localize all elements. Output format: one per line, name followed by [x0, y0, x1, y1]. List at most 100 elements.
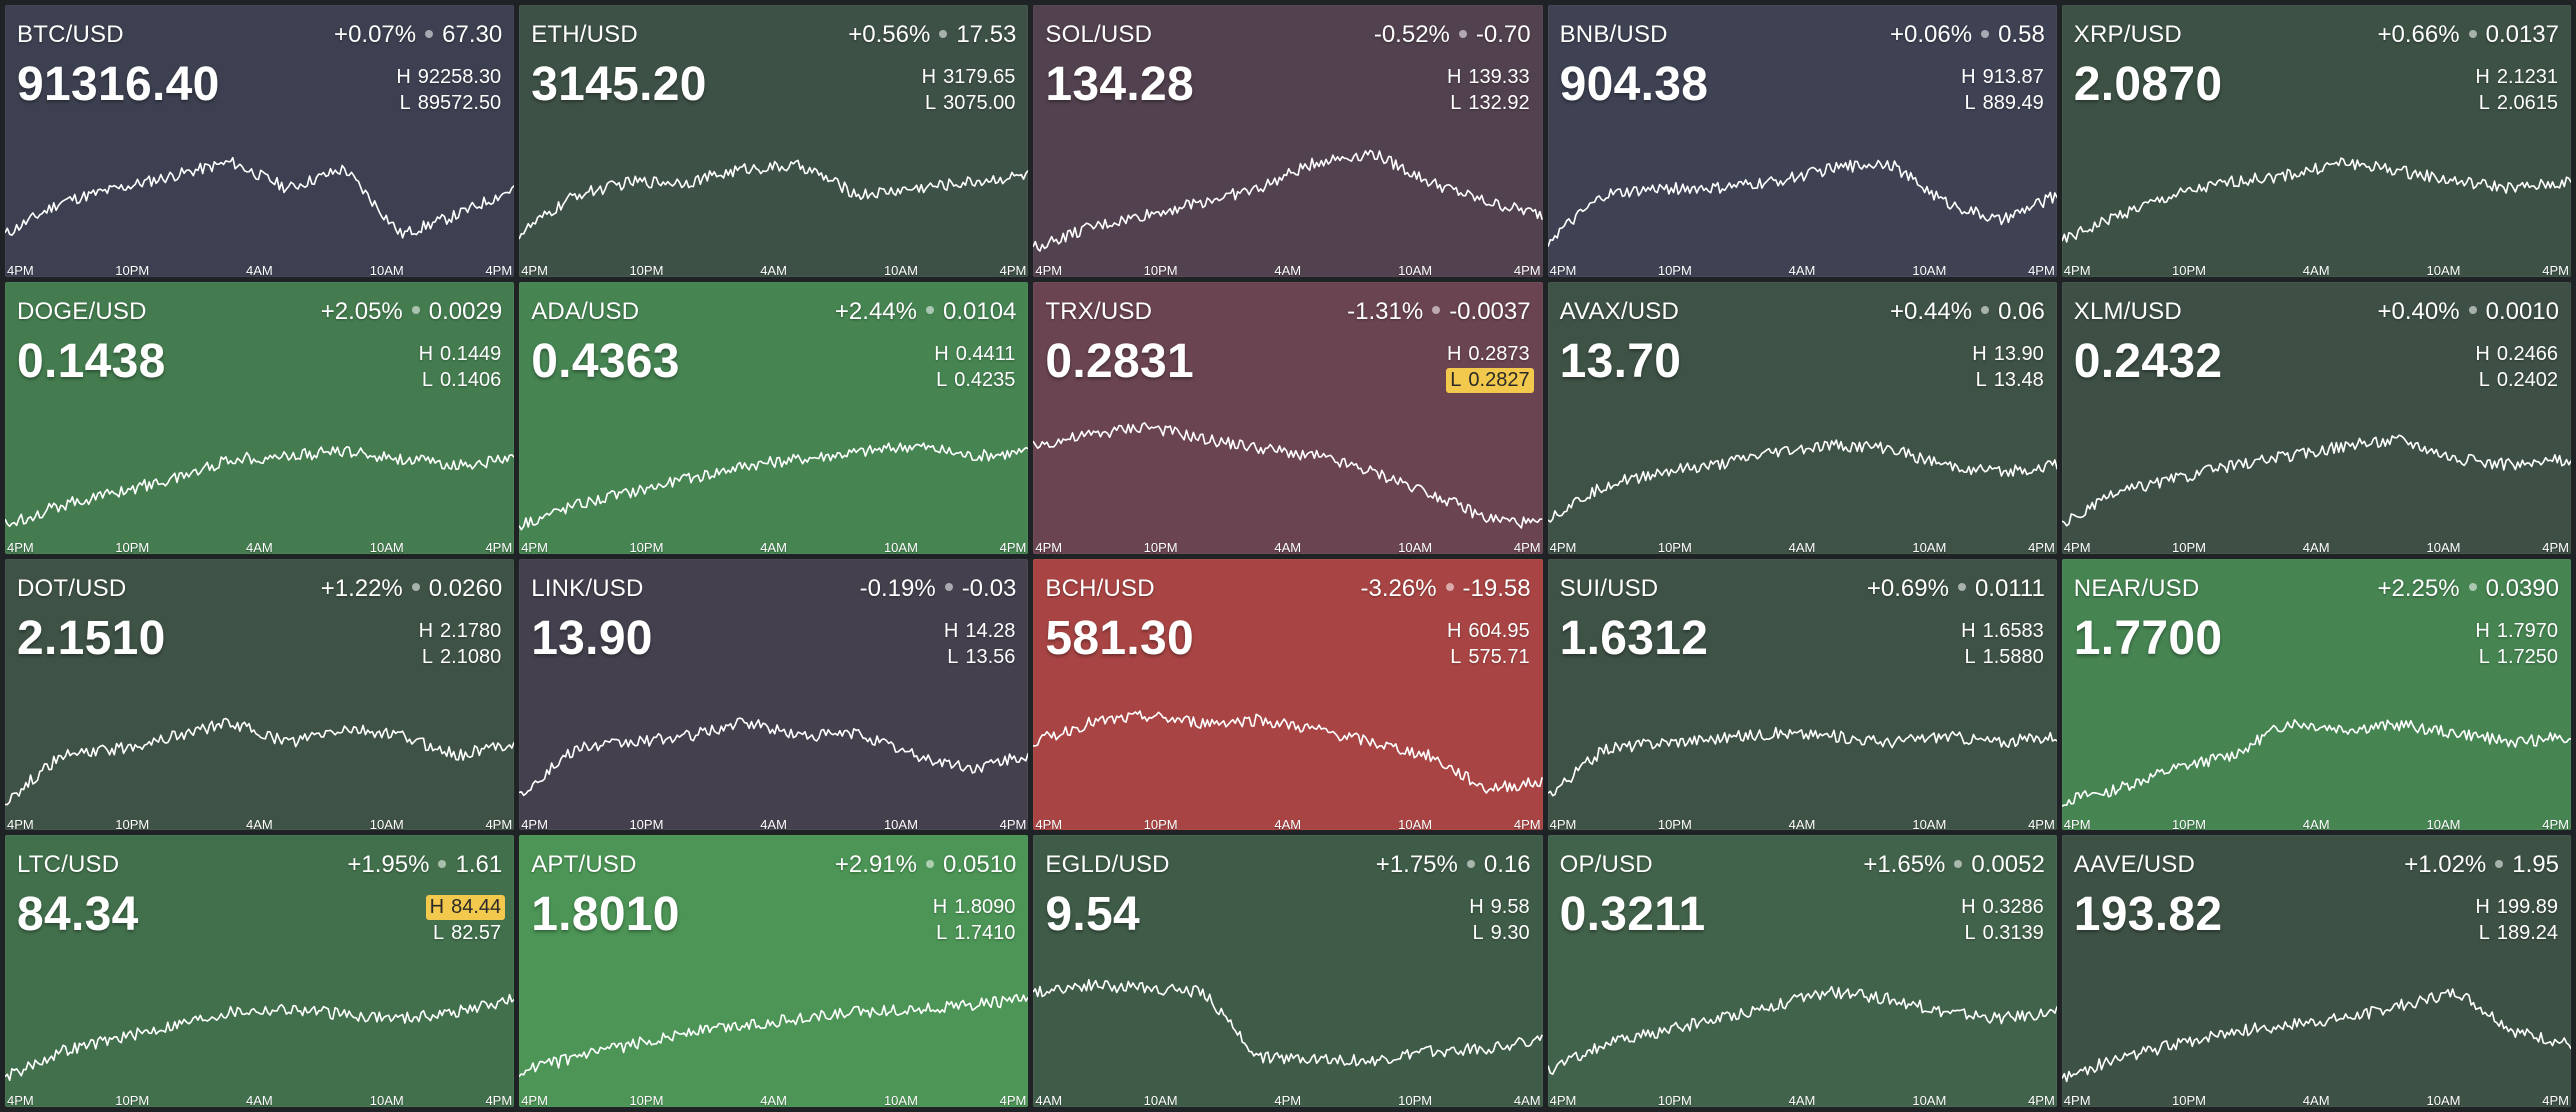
time-axis-tick: 10AM	[2426, 539, 2461, 554]
ticker-tile[interactable]: DOT/USD +1.22% 0.0260 2.1510 H 2.1780 L 2.1…	[5, 558, 515, 831]
low-price: L 0.2827	[1446, 367, 1534, 393]
time-axis-tick: 10PM	[115, 816, 150, 831]
price-change: +2.44% 0.0104	[835, 298, 1016, 326]
time-axis-tick: 4PM	[2542, 1093, 2569, 1107]
high-price: H 0.1449	[415, 342, 506, 367]
time-axis-tick: 10AM	[883, 816, 918, 831]
change-absolute: 0.0104	[942, 297, 1017, 325]
ticker-tile[interactable]: SUI/USD +0.69% 0.0111 1.6312 H 1.6583 L 1.5…	[1547, 558, 2057, 831]
sparkline	[5, 156, 515, 239]
price-change: -3.26% -19.58	[1360, 575, 1530, 603]
ticker-tile[interactable]: NEAR/USD +2.25% 0.0390 1.7700 H 1.7970 L 1.…	[2061, 558, 2571, 831]
time-axis-tick: 4PM	[2063, 263, 2091, 277]
low-label: L	[2478, 92, 2490, 114]
high-value: 139.33	[1468, 66, 1530, 88]
change-absolute: -0.70	[1475, 21, 1531, 48]
ticker-tile[interactable]: DOGE/USD +2.05% 0.0029 0.1438 H 0.1449 L 0.…	[5, 281, 515, 554]
change-percent: +1.95%	[347, 851, 430, 879]
ticker-tile[interactable]: XLM/USD +0.40% 0.0010 0.2432 H 0.2466 L 0.2…	[2061, 281, 2571, 554]
low-value: 1.7410	[954, 922, 1016, 945]
ticker-tile[interactable]: TRX/USD -1.31% -0.0037 0.2831 H 0.2873 L 0.…	[1033, 281, 1543, 554]
time-axis-tick: 10PM	[629, 816, 664, 831]
ticker-tile[interactable]: LINK/USD -0.19% -0.03 13.90 H 14.28 L 13.56…	[519, 558, 1029, 831]
high-label: H	[396, 66, 411, 88]
sparkline	[2061, 988, 2571, 1083]
high-price: H 0.2466	[2471, 342, 2562, 367]
last-price: 0.1438	[17, 334, 166, 388]
time-axis-tick: 4PM	[7, 539, 34, 554]
ticker-symbol: APT/USD	[531, 851, 637, 879]
time-axis-tick: 4PM	[1549, 539, 1577, 554]
high-price: H 9.58	[1465, 895, 1533, 920]
high-label: H	[429, 896, 445, 919]
time-axis-tick: 10PM	[629, 539, 664, 554]
ticker-tile[interactable]: EGLD/USD +1.75% 0.16 9.54 H 9.58 L 9.30 4AM…	[1033, 835, 1543, 1107]
high-value: 14.28	[965, 619, 1016, 642]
price-change: +0.69% 0.0111	[1867, 575, 2045, 603]
sparkline	[519, 716, 1029, 796]
ticker-tile[interactable]: AVAX/USD +0.44% 0.06 13.70 H 13.90 L 13.48 …	[1547, 281, 2057, 554]
separator-dot-icon	[925, 859, 934, 868]
ticker-tile[interactable]: AAVE/USD +1.02% 1.95 193.82 H 199.89 L 189.…	[2061, 835, 2571, 1107]
high-price: H 92258.30	[392, 65, 505, 90]
ticker-symbol: ADA/USD	[531, 297, 640, 325]
ticker-tile[interactable]: XRP/USD +0.66% 0.0137 2.0870 H 2.1231 L 2.0…	[2061, 5, 2571, 277]
high-value: 13.90	[1993, 342, 2044, 365]
separator-dot-icon	[2495, 859, 2504, 868]
high-value: 3179.65	[943, 66, 1016, 88]
low-label: L	[1450, 92, 1462, 114]
time-axis-tick: 4AM	[1788, 1093, 1816, 1107]
time-axis-tick: 10PM	[115, 263, 150, 277]
sparkline-path	[5, 156, 515, 239]
ticker-tile[interactable]: APT/USD +2.91% 0.0510 1.8010 H 1.8090 L 1.7…	[519, 835, 1029, 1107]
last-price: 1.7700	[2073, 611, 2223, 665]
ticker-tile[interactable]: LTC/USD +1.95% 1.61 84.34 H 84.44 L 82.57 4…	[5, 835, 515, 1107]
sparkline	[519, 994, 1029, 1078]
last-price: 0.4363	[531, 334, 680, 388]
ticker-symbol: AVAX/USD	[1559, 297, 1680, 325]
high-price: H 604.95	[1443, 619, 1534, 644]
separator-dot-icon	[438, 859, 447, 868]
time-axis-tick: 4AM	[760, 816, 787, 831]
high-price: H 3179.65	[918, 65, 1020, 90]
time-axis-tick: 10AM	[1912, 1093, 1947, 1107]
high-label: H	[418, 342, 434, 365]
time-axis-tick: 10AM	[1912, 816, 1947, 831]
price-change: +0.66% 0.0137	[2378, 21, 2559, 49]
time-axis-tick: 10AM	[2426, 263, 2461, 277]
time-axis-tick: 10PM	[2172, 1093, 2207, 1107]
low-value: 189.24	[2496, 922, 2558, 945]
ticker-tile[interactable]: BTC/USD +0.07% 67.30 91316.40 H 92258.30 L…	[5, 5, 515, 277]
change-percent: -0.52%	[1373, 21, 1450, 48]
low-value: 0.3139	[1982, 922, 2044, 945]
ticker-tile[interactable]: BNB/USD +0.06% 0.58 904.38 H 913.87 L 889.4…	[1547, 5, 2057, 277]
sparkline	[5, 994, 515, 1082]
sparkline	[5, 717, 515, 805]
high-price: H 2.1780	[415, 619, 506, 644]
time-axis-tick: 4PM	[2028, 816, 2055, 831]
sparkline-path	[1547, 726, 2057, 796]
low-price: L 13.56	[943, 645, 1019, 670]
time-axis-tick: 10AM	[1398, 263, 1433, 277]
sparkline-path	[1547, 159, 2057, 247]
change-absolute: 67.30	[442, 21, 503, 48]
low-label: L	[924, 92, 937, 114]
ticker-tile[interactable]: BCH/USD -3.26% -19.58 581.30 H 604.95 L 575…	[1033, 558, 1543, 831]
last-price: 0.3211	[1559, 888, 1706, 942]
ticker-tile[interactable]: ADA/USD +2.44% 0.0104 0.4363 H 0.4411 L 0.4…	[519, 281, 1029, 554]
low-price: L 2.0615	[2475, 91, 2562, 116]
ticker-tile[interactable]: SOL/USD -0.52% -0.70 134.28 H 139.33 L 132.…	[1033, 5, 1543, 277]
change-absolute: 0.0390	[2485, 574, 2559, 602]
ticker-tile[interactable]: OP/USD +1.65% 0.0052 0.3211 H 0.3286 L 0.31…	[1547, 835, 2057, 1107]
ticker-tile[interactable]: ETH/USD +0.56% 17.53 3145.20 H 3179.65 L 30…	[519, 5, 1029, 277]
high-label: H	[1972, 342, 1987, 365]
change-percent: -0.19%	[859, 574, 936, 602]
high-value: 0.4411	[955, 342, 1016, 365]
change-percent: +0.69%	[1866, 574, 1949, 602]
separator-dot-icon	[1458, 29, 1467, 38]
time-axis-tick: 10PM	[1143, 539, 1178, 554]
last-price: 2.1510	[17, 611, 166, 665]
high-value: 0.2873	[1468, 342, 1530, 365]
time-axis-tick: 4AM	[2302, 816, 2330, 831]
time-axis-tick: 4AM	[246, 1093, 273, 1107]
